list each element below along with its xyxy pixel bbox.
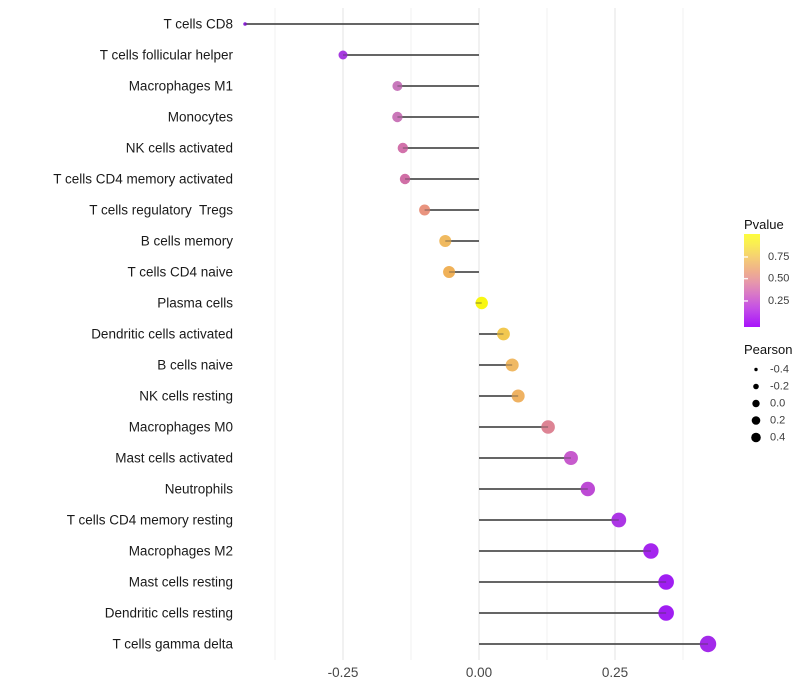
category-label: Macrophages M0 (129, 420, 233, 435)
category-label: B cells memory (141, 234, 234, 249)
pearson-legend-label: 0.4 (770, 432, 785, 444)
category-label: Monocytes (168, 110, 234, 125)
category-label: Dendritic cells activated (91, 327, 233, 342)
lollipop-dot (505, 358, 519, 372)
lollipop-dot (611, 512, 627, 528)
lollipop-dot (699, 635, 717, 653)
pearson-legend-title: Pearson (744, 342, 792, 357)
category-label: T cells regulatory Tregs (89, 203, 233, 218)
pearson-legend-dot (753, 383, 759, 390)
pvalue-tick-label: 0.50 (768, 273, 789, 285)
lollipop-dot (541, 420, 555, 434)
category-label: B cells naive (157, 358, 233, 373)
category-label: Macrophages M2 (129, 544, 233, 559)
x-tick-label: 0.25 (602, 665, 628, 680)
pvalue-tick-label: 0.75 (768, 251, 789, 263)
pearson-legend-dot (751, 432, 761, 443)
category-label: T cells CD4 memory activated (53, 172, 233, 187)
lollipop-dot (497, 327, 510, 341)
lollipop-dot (392, 81, 403, 91)
x-tick-label: -0.25 (328, 665, 359, 680)
lollipop-dot (243, 22, 247, 26)
category-label: T cells CD4 memory resting (67, 513, 233, 528)
category-label: T cells gamma delta (112, 637, 233, 652)
pearson-legend-label: -0.4 (770, 364, 789, 376)
category-label: T cells follicular helper (100, 48, 234, 63)
lollipop-dot (511, 389, 525, 403)
category-label: Mast cells activated (115, 451, 233, 466)
lollipop-dot (419, 204, 431, 216)
pearson-legend-dot (752, 399, 760, 408)
category-label: T cells CD8 (163, 17, 233, 32)
lollipop-dot (563, 451, 578, 465)
pearson-legend-label: -0.2 (770, 381, 789, 393)
category-label: Macrophages M1 (129, 79, 233, 94)
pearson-legend-dot (754, 367, 758, 372)
pvalue-colorbar (744, 234, 760, 327)
lollipop-dot (643, 543, 659, 559)
pvalue-legend-title: Pvalue (744, 217, 784, 232)
category-label: NK cells resting (139, 389, 233, 404)
x-tick-label: 0.00 (466, 665, 492, 680)
category-label: Plasma cells (157, 296, 233, 311)
lollipop-dot (399, 173, 411, 185)
lollipop-dot (338, 50, 348, 60)
lollipop-dot (443, 266, 456, 278)
category-label: Neutrophils (165, 482, 234, 497)
category-label: Mast cells resting (129, 575, 233, 590)
lollipop-dot (392, 111, 403, 123)
pvalue-tick-label: 0.25 (768, 295, 789, 307)
pearson-legend-label: 0.0 (770, 398, 785, 410)
lollipop-dot (439, 235, 452, 247)
lollipop-dot (475, 296, 488, 310)
lollipop-dot (658, 574, 674, 590)
category-label: T cells CD4 naive (127, 265, 233, 280)
pearson-legend-label: 0.2 (770, 415, 785, 427)
lollipop-dot (397, 142, 409, 154)
category-label: Dendritic cells resting (105, 606, 233, 621)
lollipop-dot (580, 481, 595, 497)
pearson-legend-dot (751, 416, 761, 425)
category-label: NK cells activated (126, 141, 233, 156)
lollipop-dot (658, 605, 674, 621)
